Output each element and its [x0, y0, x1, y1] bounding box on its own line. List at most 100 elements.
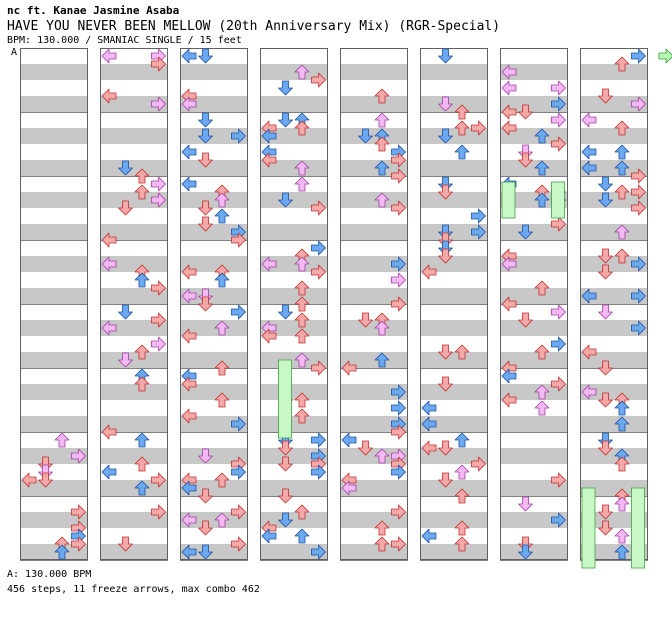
right-arrow-icon: [391, 536, 406, 552]
up-arrow-icon: [614, 544, 630, 560]
down-arrow-icon: [438, 48, 453, 64]
down-arrow-icon: [438, 472, 453, 488]
up-arrow-icon: [294, 392, 310, 408]
freeze-arrow-body: [581, 487, 596, 569]
right-arrow-icon: [391, 200, 406, 216]
left-arrow-icon: [101, 88, 117, 104]
down-arrow-icon: [278, 80, 293, 96]
up-arrow-icon: [294, 296, 310, 312]
right-arrow-icon: [231, 232, 246, 248]
up-arrow-icon: [454, 144, 470, 160]
down-arrow-icon: [38, 472, 53, 488]
up-arrow-icon: [294, 176, 310, 192]
down-arrow-icon: [278, 488, 293, 504]
left-arrow-icon: [261, 528, 277, 544]
right-arrow-icon: [311, 544, 326, 560]
right-arrow-icon: [311, 72, 326, 88]
right-arrow-icon: [231, 304, 246, 320]
right-arrow-icon: [151, 176, 166, 192]
right-arrow-icon: [658, 48, 672, 64]
up-arrow-icon: [454, 120, 470, 136]
up-arrow-icon: [534, 128, 550, 144]
right-arrow-icon: [391, 272, 406, 288]
up-arrow-icon: [134, 168, 150, 184]
up-arrow-icon: [214, 512, 230, 528]
up-arrow-icon: [134, 432, 150, 448]
down-arrow-icon: [118, 200, 133, 216]
left-arrow-icon: [501, 256, 517, 272]
freeze-arrow-body: [631, 487, 645, 569]
down-arrow-icon: [38, 456, 53, 472]
up-arrow-icon: [534, 280, 550, 296]
left-arrow-icon: [501, 296, 517, 312]
right-arrow-icon: [471, 456, 486, 472]
down-arrow-icon: [358, 128, 373, 144]
right-arrow-icon: [551, 112, 566, 128]
right-arrow-icon: [391, 464, 406, 480]
up-arrow-icon: [294, 528, 310, 544]
up-arrow-icon: [374, 352, 390, 368]
left-arrow-icon: [581, 160, 597, 176]
step-stats: 456 steps, 11 freeze arrows, max combo 4…: [7, 584, 260, 595]
right-arrow-icon: [391, 504, 406, 520]
right-arrow-icon: [311, 360, 326, 376]
left-arrow-icon: [101, 232, 117, 248]
left-arrow-icon: [501, 120, 517, 136]
right-arrow-icon: [151, 56, 166, 72]
up-arrow-icon: [454, 432, 470, 448]
up-arrow-icon: [454, 344, 470, 360]
down-arrow-icon: [518, 104, 533, 120]
down-arrow-icon: [518, 312, 533, 328]
right-arrow-icon: [231, 464, 246, 480]
down-arrow-icon: [598, 248, 613, 264]
up-arrow-icon: [614, 56, 630, 72]
right-arrow-icon: [551, 376, 566, 392]
down-arrow-icon: [438, 240, 453, 256]
left-arrow-icon: [101, 48, 117, 64]
right-arrow-icon: [391, 168, 406, 184]
down-arrow-icon: [438, 184, 453, 200]
down-arrow-icon: [438, 440, 453, 456]
left-arrow-icon: [261, 328, 277, 344]
up-arrow-icon: [614, 224, 630, 240]
down-arrow-icon: [278, 112, 293, 128]
down-arrow-icon: [198, 520, 213, 536]
down-arrow-icon: [518, 152, 533, 168]
up-arrow-icon: [214, 472, 230, 488]
left-arrow-icon: [341, 432, 357, 448]
down-arrow-icon: [598, 192, 613, 208]
right-arrow-icon: [311, 200, 326, 216]
left-arrow-icon: [501, 64, 517, 80]
left-arrow-icon: [501, 368, 517, 384]
right-arrow-icon: [311, 464, 326, 480]
left-arrow-icon: [421, 528, 437, 544]
down-arrow-icon: [518, 536, 533, 552]
down-arrow-icon: [438, 248, 453, 264]
up-arrow-icon: [374, 536, 390, 552]
right-arrow-icon: [631, 96, 646, 112]
freeze-arrow-body: [278, 359, 292, 439]
bpm-marker: A: [11, 47, 18, 58]
right-arrow-icon: [71, 448, 86, 464]
down-arrow-icon: [198, 448, 213, 464]
down-arrow-icon: [278, 304, 293, 320]
up-arrow-icon: [134, 376, 150, 392]
down-arrow-icon: [198, 200, 213, 216]
right-arrow-icon: [391, 152, 406, 168]
left-arrow-icon: [181, 144, 197, 160]
right-arrow-icon: [551, 336, 566, 352]
right-arrow-icon: [311, 432, 326, 448]
left-arrow-icon: [581, 384, 597, 400]
up-arrow-icon: [614, 184, 630, 200]
up-arrow-icon: [374, 112, 390, 128]
right-arrow-icon: [311, 240, 326, 256]
left-arrow-icon: [261, 152, 277, 168]
right-arrow-icon: [391, 384, 406, 400]
left-arrow-icon: [421, 400, 437, 416]
bpm-legend: A: 130.000 BPM: [7, 569, 92, 580]
chart-column: [420, 48, 488, 561]
left-arrow-icon: [181, 48, 197, 64]
right-arrow-icon: [471, 224, 486, 240]
left-arrow-icon: [501, 392, 517, 408]
right-arrow-icon: [151, 504, 166, 520]
